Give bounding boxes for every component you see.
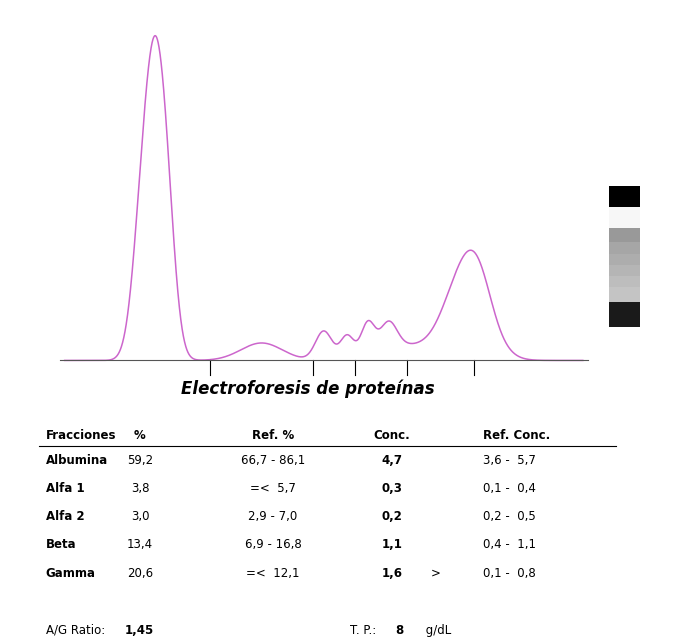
Text: 59,2: 59,2: [127, 454, 153, 467]
Text: 4,7: 4,7: [382, 454, 402, 467]
Text: Gamma: Gamma: [46, 567, 95, 579]
Text: Electroforesis de proteínas: Electroforesis de proteínas: [181, 379, 435, 398]
Text: Fracciones: Fracciones: [46, 429, 116, 442]
Bar: [609, 276, 640, 287]
Bar: [609, 265, 640, 276]
Text: %: %: [134, 429, 146, 442]
Bar: [609, 186, 640, 207]
Text: A/G Ratio:: A/G Ratio:: [46, 624, 108, 637]
Text: 0,3: 0,3: [382, 482, 402, 495]
Text: 8: 8: [395, 624, 403, 637]
Text: 66,7 - 86,1: 66,7 - 86,1: [241, 454, 305, 467]
Bar: [609, 242, 640, 254]
Text: 1,1: 1,1: [382, 538, 402, 551]
Text: >: >: [430, 567, 440, 579]
Bar: [609, 287, 640, 301]
Text: 0,1 -  0,4: 0,1 - 0,4: [483, 482, 536, 495]
Text: 13,4: 13,4: [127, 538, 153, 551]
Bar: [609, 301, 640, 327]
Bar: [609, 228, 640, 242]
Text: 1,6: 1,6: [382, 567, 402, 579]
Text: 20,6: 20,6: [127, 567, 153, 579]
Text: 2,9 - 7,0: 2,9 - 7,0: [248, 510, 298, 523]
Text: Ref. Conc.: Ref. Conc.: [483, 429, 550, 442]
Text: 0,2: 0,2: [382, 510, 402, 523]
Text: 3,6 -  5,7: 3,6 - 5,7: [483, 454, 536, 467]
Text: 3,0: 3,0: [131, 510, 149, 523]
Text: g/dL: g/dL: [407, 624, 452, 637]
Text: Albumina: Albumina: [46, 454, 108, 467]
Text: 0,2 -  0,5: 0,2 - 0,5: [483, 510, 536, 523]
Text: 1,45: 1,45: [125, 624, 154, 637]
Text: Beta: Beta: [46, 538, 76, 551]
Text: Alfa 2: Alfa 2: [46, 510, 84, 523]
Text: 0,1 -  0,8: 0,1 - 0,8: [483, 567, 536, 579]
Bar: [609, 254, 640, 265]
Text: Conc.: Conc.: [374, 429, 410, 442]
Text: Ref. %: Ref. %: [252, 429, 294, 442]
Bar: [609, 207, 640, 228]
Text: 6,9 - 16,8: 6,9 - 16,8: [244, 538, 302, 551]
Text: Alfa 1: Alfa 1: [46, 482, 84, 495]
Text: T. P.:: T. P.:: [350, 624, 380, 637]
Text: 3,8: 3,8: [131, 482, 149, 495]
Text: 0,4 -  1,1: 0,4 - 1,1: [483, 538, 536, 551]
Text: =<  12,1: =< 12,1: [246, 567, 300, 579]
Text: =<  5,7: =< 5,7: [250, 482, 296, 495]
